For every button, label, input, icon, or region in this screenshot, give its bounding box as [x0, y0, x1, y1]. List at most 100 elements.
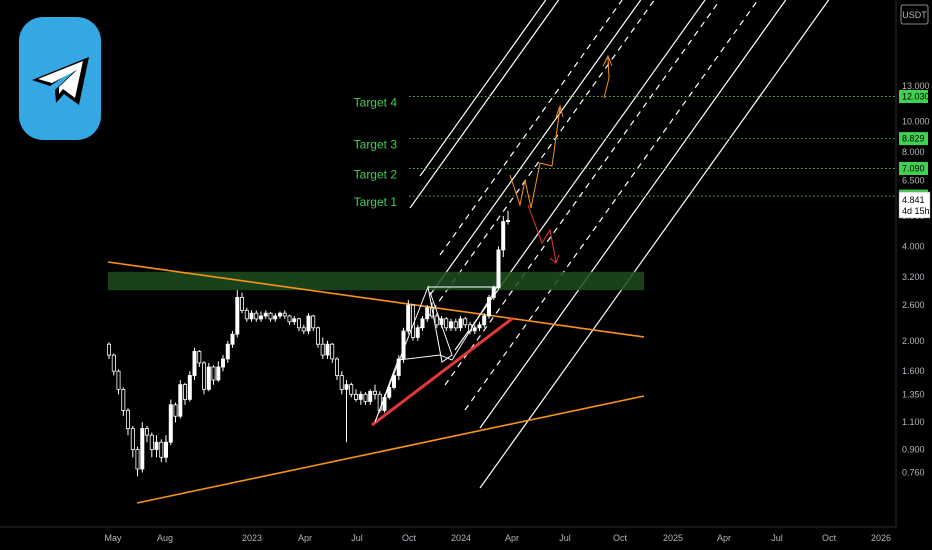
candle-body	[420, 318, 425, 329]
target-label: Target 1	[354, 195, 398, 209]
candle-body	[330, 343, 335, 360]
wave-pattern	[374, 285, 453, 423]
target-label: Target 2	[354, 168, 398, 182]
price-tick-label: 1.100	[902, 417, 925, 427]
target-price-badge	[899, 162, 928, 175]
candle-body	[387, 386, 392, 398]
candle-body	[273, 315, 278, 320]
candle-body	[282, 312, 287, 317]
price-tick-label: 0.900	[902, 445, 925, 455]
candle-body	[192, 350, 197, 376]
last-price-badge: 4.841 4d 15h	[898, 191, 931, 219]
time-tick-label: Oct	[613, 533, 628, 543]
upper-trendline	[107, 261, 645, 338]
candle-body	[444, 318, 449, 329]
candle-body	[173, 404, 178, 417]
candle-body	[244, 309, 249, 320]
candle-body	[111, 354, 116, 372]
candle-body	[334, 358, 339, 376]
price-tick-label: 3.200	[902, 272, 925, 282]
candle-body	[301, 327, 306, 332]
candle-body	[425, 307, 430, 320]
candlestick-series	[107, 210, 510, 477]
candle-body	[197, 350, 202, 364]
price-tick-label: 4.000	[902, 241, 925, 251]
candle-body	[353, 393, 358, 400]
price-tick-label: 1.350	[902, 389, 925, 399]
time-tick-label: Apr	[298, 533, 312, 543]
candle-body	[230, 333, 235, 345]
time-tick-label: Apr	[717, 533, 731, 543]
candle-body	[287, 315, 292, 323]
candle-body	[401, 330, 406, 360]
candle-body	[235, 296, 240, 335]
candle-body	[144, 428, 149, 436]
target-price-badge	[899, 90, 928, 103]
candle-body	[126, 409, 131, 429]
channel-line	[464, 0, 759, 411]
price-tick-label: 13.000	[902, 81, 930, 91]
candle-body	[254, 312, 259, 320]
candle-body	[107, 343, 112, 356]
candle-body	[130, 428, 135, 450]
currency-label: USDT	[902, 10, 927, 20]
time-axis-ticks: May Aug 2023 Apr Jul Oct 2024 Apr Jul Oct 2025 Apr J…	[104, 533, 891, 543]
candle-body	[448, 321, 453, 329]
candle-body	[486, 296, 491, 317]
candle-body	[168, 404, 173, 443]
price-tick-label: 6.500	[902, 175, 925, 185]
time-tick-label: Oct	[402, 533, 417, 543]
time-tick-label: 2023	[242, 533, 262, 543]
candle-body	[344, 384, 349, 390]
candle-body	[472, 327, 477, 332]
candle-body	[225, 343, 230, 360]
candle-body	[396, 358, 401, 376]
candle-body	[182, 384, 187, 400]
time-tick-label: Jul	[559, 533, 571, 543]
candle-body	[220, 358, 225, 368]
time-tick-label: Jul	[771, 533, 783, 543]
candle-body	[501, 221, 506, 251]
channel-line	[439, 0, 623, 256]
target-price-value: 7.090	[902, 164, 925, 174]
candle-body	[163, 441, 168, 458]
bullish-projection-path	[509, 107, 561, 209]
time-tick-label: 2025	[663, 533, 683, 543]
candle-body	[154, 441, 159, 451]
target-price-value: 12.030	[902, 92, 930, 102]
wave-pattern-lines	[374, 270, 498, 423]
channel-line	[409, 0, 560, 209]
candle-body	[496, 249, 501, 289]
candle-body	[339, 375, 344, 390]
candle-body	[116, 370, 121, 390]
price-tick-label: 1.600	[902, 366, 925, 376]
candle-body	[211, 366, 216, 381]
candle-body	[239, 296, 244, 311]
channel-line	[479, 0, 830, 489]
candle-body	[463, 318, 468, 326]
candle-body	[458, 318, 463, 329]
last-price-countdown: 4d 15h	[902, 206, 930, 216]
price-tick-label: 8.000	[902, 147, 925, 157]
candle-body	[121, 388, 126, 411]
candle-body	[391, 375, 396, 388]
currency-badge[interactable]	[900, 4, 929, 25]
arrow-head-icon	[602, 54, 613, 67]
candle-body	[187, 375, 192, 400]
candle-body	[263, 312, 268, 317]
candle-body	[135, 449, 140, 470]
candle-body	[415, 327, 420, 338]
candle-body	[201, 362, 206, 390]
last-price-value: 4.841	[902, 195, 925, 205]
candle-body	[349, 384, 354, 395]
candle-body	[159, 441, 164, 458]
price-tick-label: 2.000	[902, 336, 925, 346]
candle-body	[306, 315, 311, 332]
candle-body	[372, 390, 377, 395]
time-tick-label: Aug	[157, 533, 173, 543]
channel-line	[454, 0, 706, 351]
telegram-icon	[19, 17, 101, 140]
candle-body	[320, 343, 325, 356]
time-tick-label: May	[104, 533, 122, 543]
